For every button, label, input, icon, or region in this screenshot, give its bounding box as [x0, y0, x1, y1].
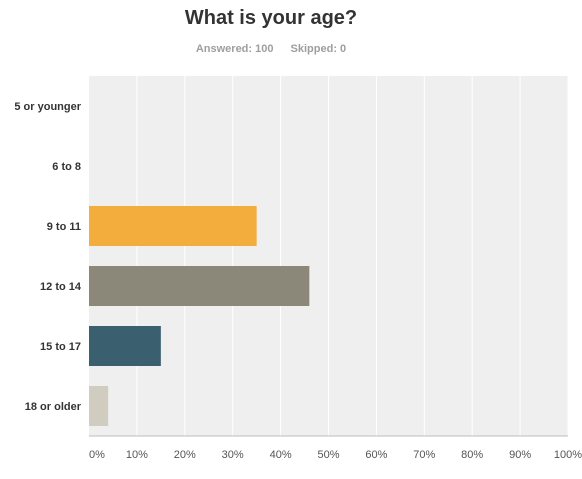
x-tick-label: 80% [461, 449, 483, 461]
category-label: 9 to 11 [47, 221, 81, 233]
x-tick-labels: 0% 10% 20% 30% 40% 50% 60% 70% 80% 90% 100% [89, 449, 582, 461]
chart-title: What is your age? [184, 7, 358, 29]
bar[interactable] [89, 386, 109, 426]
x-tick-label: 40% [270, 449, 292, 461]
x-tick-label: 90% [509, 449, 531, 461]
category-label: 15 to 17 [40, 341, 81, 353]
category-labels: 5 or younger 6 to 8 9 to 11 12 to 14 15 to 1… [14, 101, 82, 413]
x-tick-label: 0% [89, 449, 105, 461]
x-tick-label: 30% [222, 449, 244, 461]
x-tick-label: 100% [554, 449, 582, 461]
skipped-count: Skipped: 0 [290, 43, 347, 55]
category-label: 12 to 14 [40, 281, 82, 293]
x-tick-label: 60% [365, 449, 387, 461]
bars [89, 206, 310, 426]
x-tick-label: 50% [317, 449, 339, 461]
category-label: 6 to 8 [52, 161, 81, 173]
x-tick-label: 20% [174, 449, 196, 461]
bar[interactable] [89, 206, 257, 246]
bar[interactable] [89, 326, 161, 366]
x-tick-label: 70% [413, 449, 435, 461]
x-tick-label: 10% [126, 449, 148, 461]
category-label: 5 or younger [14, 101, 81, 113]
gridlines [136, 76, 569, 436]
answered-count: Answered: 100 [195, 43, 274, 55]
bar[interactable] [89, 266, 310, 306]
category-label: 18 or older [25, 401, 82, 413]
response-stats: Answered: 100 Skipped: 0 [0, 43, 542, 55]
